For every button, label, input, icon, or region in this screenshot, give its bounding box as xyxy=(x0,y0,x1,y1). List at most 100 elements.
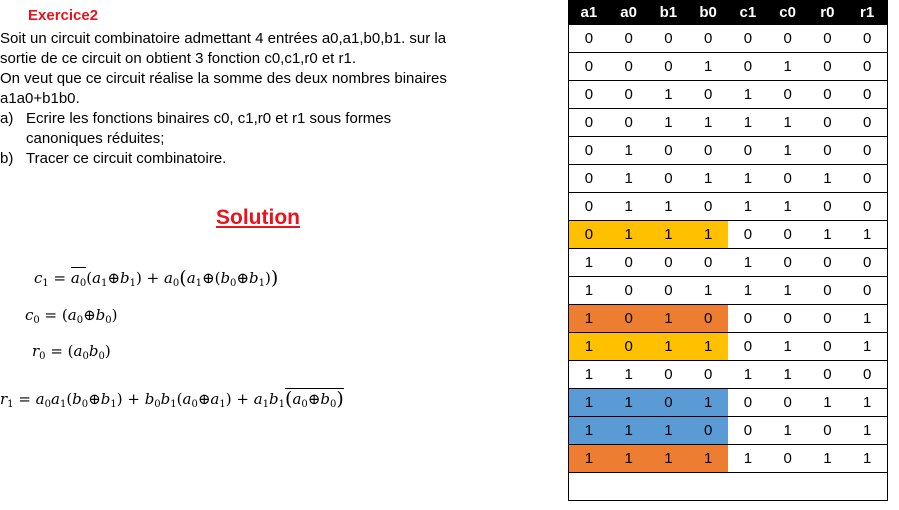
table-cell-c1: 1 xyxy=(728,80,768,109)
table-cell-a1: 1 xyxy=(568,416,609,445)
statement-line: On veut que ce circuit réalise la somme … xyxy=(0,70,447,87)
table-cell-b1: 1 xyxy=(648,444,689,473)
table-cell-a0: 1 xyxy=(608,416,649,445)
table-cell-r0: 0 xyxy=(807,136,848,165)
column-header-a0: a0 xyxy=(608,0,649,25)
table-cell-c0: 1 xyxy=(767,136,808,165)
table-cell-empty xyxy=(568,472,888,501)
table-cell-c0: 1 xyxy=(767,52,808,81)
table-cell-c1: 0 xyxy=(728,24,768,53)
table-cell-c0: 0 xyxy=(767,304,808,333)
table-cell-b0: 1 xyxy=(688,52,728,81)
table-cell-b1: 1 xyxy=(648,304,689,333)
question-b: b) Tracer ce circuit combinatoire. xyxy=(0,149,540,169)
column-header-c1: c1 xyxy=(728,0,768,25)
table-row-empty xyxy=(568,472,888,501)
table-cell-c1: 0 xyxy=(728,220,768,249)
table-cell-a1: 0 xyxy=(568,80,609,109)
table-cell-r1: 1 xyxy=(847,444,888,473)
table-cell-r1: 0 xyxy=(847,52,888,81)
table-cell-c1: 0 xyxy=(728,332,768,361)
table-cell-a1: 1 xyxy=(568,444,609,473)
table-cell-r0: 1 xyxy=(807,388,848,417)
table-cell-a1: 1 xyxy=(568,332,609,361)
table-cell-a1: 0 xyxy=(568,52,609,81)
table-cell-b0: 0 xyxy=(688,248,728,277)
table-cell-b0: 1 xyxy=(688,220,728,249)
table-cell-r0: 0 xyxy=(807,192,848,221)
table-cell-b1: 1 xyxy=(648,108,689,137)
table-cell-c0: 1 xyxy=(767,276,808,305)
formula-r0: r0 = (a0b0) xyxy=(32,342,111,362)
table-cell-c1: 1 xyxy=(728,360,768,389)
column-header-r1: r1 xyxy=(847,0,888,25)
table-cell-c0: 1 xyxy=(767,192,808,221)
table-cell-b1: 1 xyxy=(648,332,689,361)
table-cell-r0: 0 xyxy=(807,108,848,137)
table-cell-a1: 0 xyxy=(568,136,609,165)
question-a: a) Ecrire les fonctions binaires c0, c1,… xyxy=(0,109,540,149)
table-cell-b1: 0 xyxy=(648,248,689,277)
table-cell-c1: 0 xyxy=(728,388,768,417)
question-b-text: Tracer ce circuit combinatoire. xyxy=(26,150,227,167)
table-cell-b0: 1 xyxy=(688,444,728,473)
table-cell-a1: 0 xyxy=(568,164,609,193)
table-cell-r1: 0 xyxy=(847,164,888,193)
table-cell-b0: 0 xyxy=(688,416,728,445)
solution-heading: Solution xyxy=(216,206,300,229)
table-cell-r1: 1 xyxy=(847,220,888,249)
table-cell-r1: 0 xyxy=(847,108,888,137)
table-cell-r1: 1 xyxy=(847,388,888,417)
table-cell-b1: 1 xyxy=(648,220,689,249)
exercise-statement: Soit un circuit combinatoire admettant 4… xyxy=(0,29,540,169)
table-cell-c0: 1 xyxy=(767,360,808,389)
table-cell-c0: 0 xyxy=(767,388,808,417)
truth-table-header: a1 a0 b1 b0 c1 c0 r0 r1 xyxy=(568,0,888,25)
table-cell-a0: 1 xyxy=(608,220,649,249)
table-cell-a0: 1 xyxy=(608,388,649,417)
table-cell-c1: 0 xyxy=(728,136,768,165)
table-cell-c1: 1 xyxy=(728,444,768,473)
exercise-title: Exercice2 xyxy=(28,7,99,24)
table-cell-b1: 0 xyxy=(648,388,689,417)
table-cell-b0: 1 xyxy=(688,388,728,417)
table-cell-c1: 1 xyxy=(728,192,768,221)
table-cell-c0: 1 xyxy=(767,332,808,361)
table-cell-a1: 0 xyxy=(568,220,609,249)
table-cell-a0: 0 xyxy=(608,80,649,109)
table-cell-b1: 1 xyxy=(648,80,689,109)
table-cell-r0: 0 xyxy=(807,80,848,109)
table-cell-r0: 0 xyxy=(807,52,848,81)
table-cell-a0: 1 xyxy=(608,136,649,165)
formula-c1: c1 = a0(a1⊕b1) + a0(a1⊕(b0⊕b1)) xyxy=(34,267,279,289)
statement-line: a1a0+b1b0. xyxy=(0,90,80,107)
table-cell-a0: 1 xyxy=(608,360,649,389)
formula-r1: r1 = a0a1(b0⊕b1) + b0b1(a0⊕a1) + a1b1(a0… xyxy=(0,388,344,410)
table-cell-c0: 0 xyxy=(767,164,808,193)
table-cell-a1: 0 xyxy=(568,192,609,221)
table-cell-b1: 0 xyxy=(648,136,689,165)
table-cell-a1: 1 xyxy=(568,304,609,333)
table-cell-c1: 0 xyxy=(728,52,768,81)
table-cell-r1: 0 xyxy=(847,248,888,277)
statement-line: Soit un circuit combinatoire admettant 4… xyxy=(0,30,447,47)
table-cell-c0: 0 xyxy=(767,80,808,109)
table-cell-r1: 0 xyxy=(847,24,888,53)
table-cell-a1: 1 xyxy=(568,276,609,305)
table-cell-a1: 0 xyxy=(568,108,609,137)
table-cell-r0: 0 xyxy=(807,276,848,305)
table-cell-a0: 0 xyxy=(608,24,649,53)
column-header-c0: c0 xyxy=(767,0,808,25)
table-cell-r0: 0 xyxy=(807,332,848,361)
table-cell-b0: 0 xyxy=(688,360,728,389)
table-cell-b0: 0 xyxy=(688,80,728,109)
table-cell-b0: 1 xyxy=(688,276,728,305)
